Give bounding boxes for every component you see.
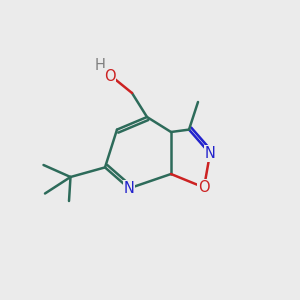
Text: N: N (124, 181, 134, 196)
Text: O: O (104, 69, 115, 84)
Text: H: H (95, 58, 106, 74)
Text: O: O (198, 180, 210, 195)
Text: N: N (205, 146, 215, 161)
